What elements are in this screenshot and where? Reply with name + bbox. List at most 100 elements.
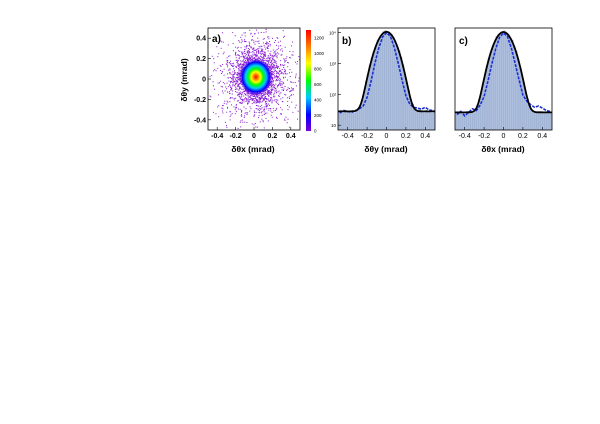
heatmap-point <box>271 101 273 103</box>
heatmap-point <box>269 92 271 94</box>
heatmap-point <box>265 96 267 98</box>
heatmap-point <box>242 63 244 65</box>
heatmap-point <box>270 86 272 88</box>
heatmap-point <box>267 55 269 57</box>
heatmap-point <box>289 57 291 59</box>
colorbar-tick-label: 400 <box>314 97 322 102</box>
heatmap-point <box>225 124 227 126</box>
heatmap-point <box>262 52 264 54</box>
panel-a: -0.4 -0.2 0 0.2 0.4 -0.4 -0.2 0 0.2 0.4 a) δθx (m… <box>179 27 325 154</box>
heatmap-point <box>271 62 273 64</box>
heatmap-point <box>239 101 241 103</box>
heatmap-point <box>218 105 220 107</box>
heatmap-point <box>292 94 294 96</box>
heatmap-point <box>272 81 274 83</box>
heatmap-point <box>294 107 296 109</box>
heatmap-point <box>235 111 237 113</box>
heatmap-point <box>230 89 232 91</box>
heatmap-point <box>262 101 264 103</box>
heatmap-point <box>201 90 202 91</box>
heatmap-point <box>266 101 268 103</box>
heatmap-point <box>289 81 291 83</box>
heatmap-point <box>227 77 229 79</box>
heatmap-point <box>266 99 268 101</box>
heatmap-point <box>242 99 244 101</box>
histogram-bars <box>455 30 552 130</box>
heatmap-point <box>238 57 240 59</box>
heatmap-point <box>245 41 247 43</box>
heatmap-point <box>267 98 269 100</box>
heatmap-point <box>243 116 245 118</box>
heatmap-point <box>263 106 265 108</box>
heatmap-point <box>260 32 262 33</box>
heatmap-point <box>266 93 268 95</box>
heatmap-point <box>262 99 264 101</box>
heatmap-point <box>217 82 219 84</box>
heatmap-point <box>259 57 261 59</box>
heatmap-point <box>241 110 243 112</box>
heatmap-point <box>263 57 265 59</box>
heatmap-point <box>237 81 239 83</box>
x-tick-label: 0.2 <box>268 133 278 140</box>
colorbar <box>306 30 311 131</box>
heatmap-point <box>276 52 278 54</box>
heatmap-point <box>276 117 278 119</box>
heatmap-point <box>261 111 263 113</box>
histogram-bar <box>487 57 491 130</box>
heatmap-point <box>243 99 245 101</box>
heatmap-point <box>276 55 278 57</box>
heatmap-point <box>270 53 272 55</box>
heatmap-point <box>227 77 229 79</box>
heatmap-point <box>245 101 247 103</box>
heatmap-point <box>247 49 249 51</box>
heatmap-point <box>272 77 274 79</box>
heatmap-point <box>283 73 285 75</box>
heatmap-point <box>281 109 283 111</box>
heatmap-point <box>235 82 237 84</box>
heatmap-point <box>261 56 263 58</box>
heatmap-point <box>257 99 259 101</box>
heatmap-point <box>263 53 265 55</box>
histogram-bar <box>489 52 493 130</box>
heatmap-point <box>270 94 272 96</box>
heatmap-point <box>285 73 287 75</box>
heatmap-point <box>275 73 277 75</box>
heatmap-point <box>223 68 225 70</box>
heatmap-point <box>271 82 273 84</box>
heatmap-point <box>271 102 273 104</box>
heatmap-point <box>272 54 274 56</box>
heatmap-point <box>241 65 243 67</box>
heatmap-point <box>258 57 260 59</box>
heatmap-point <box>252 53 254 55</box>
heatmap-point <box>243 57 245 59</box>
heatmap-point <box>257 48 259 50</box>
heatmap-point <box>269 44 271 46</box>
heatmap-point <box>225 121 227 123</box>
heatmap-point <box>259 97 261 99</box>
histogram-bar <box>530 110 533 130</box>
heatmap-point <box>240 67 242 69</box>
heatmap-point <box>266 93 268 95</box>
heatmap-point <box>235 105 237 107</box>
heatmap-point <box>270 99 272 101</box>
heatmap-point <box>279 77 281 79</box>
heatmap-point <box>245 55 247 57</box>
heatmap-point <box>270 57 272 59</box>
heatmap-point <box>277 77 279 79</box>
heatmap-point <box>211 55 213 57</box>
heatmap-point <box>244 40 246 42</box>
heatmap-point <box>247 51 249 53</box>
heatmap-point <box>270 60 272 62</box>
heatmap-point <box>284 60 286 62</box>
heatmap-point <box>274 84 276 86</box>
heatmap-point <box>237 127 239 129</box>
heatmap-point <box>289 76 291 77</box>
heatmap-point <box>273 86 275 88</box>
heatmap-point <box>222 112 224 114</box>
heatmap-point <box>226 88 228 90</box>
heatmap-point <box>273 68 275 70</box>
heatmap-point <box>231 97 233 99</box>
heatmap-point <box>254 33 256 35</box>
heatmap-point <box>235 77 237 79</box>
heatmap-point <box>239 56 241 58</box>
